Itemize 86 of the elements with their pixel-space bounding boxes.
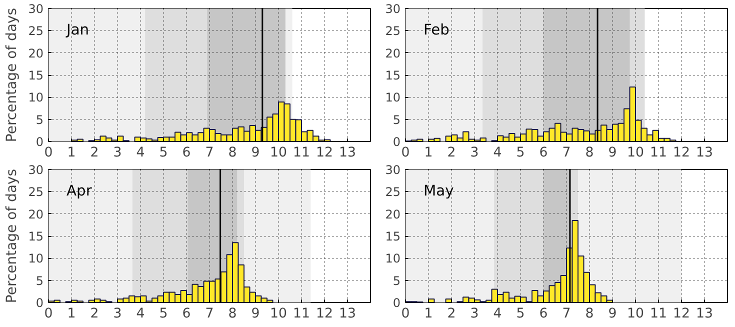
- y-tick-label: 20: [385, 207, 401, 222]
- x-tick-label: 8: [228, 306, 237, 322]
- y-axis-title: Percentage of days: [4, 8, 20, 142]
- x-tick-label: 4: [493, 306, 502, 322]
- text: Feb: [424, 22, 450, 38]
- x-tick-label: 12: [316, 146, 333, 160]
- x-tick-label: 2: [90, 306, 99, 322]
- x-tick-label: 11: [650, 146, 667, 160]
- x-tick-label: 3: [113, 146, 122, 160]
- x-tick-label: 13: [696, 146, 713, 160]
- x-tick-label: 5: [159, 146, 168, 160]
- x-tick-label: 4: [136, 146, 145, 160]
- x-tick-label: 12: [673, 146, 690, 160]
- x-tick-label: 5: [159, 306, 168, 322]
- text: May: [424, 182, 454, 200]
- x-tick-label: 9: [251, 146, 260, 160]
- text: Jan: [66, 22, 90, 38]
- x-tick-label: 11: [293, 306, 310, 322]
- x-tick-label: 5: [516, 146, 525, 160]
- y-tick-label: 25: [385, 24, 401, 38]
- x-tick-label: 1: [67, 146, 76, 160]
- y-tick-label: 15: [385, 68, 401, 82]
- x-tick-label: 11: [293, 146, 310, 160]
- x-tick-label: 2: [447, 306, 456, 322]
- y-tick-label: 15: [28, 230, 44, 244]
- y-tick-label: 25: [28, 185, 44, 200]
- x-tick-label: 8: [585, 306, 594, 322]
- x-tick-label: 8: [585, 146, 594, 160]
- x-tick-label: 13: [696, 306, 713, 322]
- y-tick-label: 10: [28, 90, 44, 105]
- x-tick-label: 6: [539, 146, 548, 160]
- x-tick-label: 6: [182, 306, 191, 322]
- x-tick-label: 6: [539, 306, 548, 322]
- text: Apr: [66, 182, 93, 200]
- x-tick-label: 5: [516, 306, 525, 322]
- x-tick-label: 1: [424, 146, 433, 160]
- x-tick-label: 6: [182, 146, 191, 160]
- x-tick-label: 11: [650, 306, 667, 322]
- x-tick-label: 4: [136, 306, 145, 322]
- x-tick-label: 9: [251, 306, 260, 322]
- y-tick-label: 20: [28, 46, 44, 60]
- y-tick-label: 20: [28, 207, 44, 222]
- y-tick-label: 20: [385, 46, 401, 60]
- y-tick-label: 10: [28, 252, 44, 266]
- y-tick-label: 30: [28, 163, 44, 177]
- x-tick-label: 7: [205, 146, 214, 160]
- y-tick-label: 10: [385, 252, 401, 266]
- y-axis-title: Percentage of days: [4, 168, 20, 304]
- x-tick-label: 10: [627, 306, 644, 322]
- x-tick-label: 10: [270, 306, 287, 322]
- y-tick-label: 5: [36, 274, 44, 288]
- x-tick-label: 7: [205, 306, 214, 322]
- x-tick-label: 3: [470, 146, 479, 160]
- y-tick-label: 0: [392, 296, 401, 310]
- x-tick-label: 1: [67, 306, 76, 322]
- x-tick-label: 13: [339, 146, 356, 160]
- y-tick-label: 30: [385, 163, 401, 177]
- x-tick-label: 9: [608, 146, 617, 160]
- y-tick-label: 30: [28, 2, 44, 16]
- y-tick-label: 5: [392, 112, 401, 127]
- x-tick-label: 12: [316, 306, 333, 322]
- y-tick-label: 5: [36, 112, 44, 127]
- x-tick-label: 9: [608, 306, 617, 322]
- x-tick-label: 7: [562, 306, 571, 322]
- x-tick-label: 10: [627, 146, 644, 160]
- x-tick-label: 12: [673, 306, 690, 322]
- y-tick-label: 10: [385, 90, 401, 105]
- y-tick-label: 0: [36, 135, 44, 149]
- x-tick-label: 13: [339, 306, 356, 322]
- y-tick-label: 5: [392, 274, 401, 288]
- y-tick-label: 0: [36, 296, 44, 310]
- x-tick-label: 2: [447, 146, 456, 160]
- y-tick-label: 25: [28, 24, 44, 38]
- x-tick-label: 7: [562, 146, 571, 160]
- y-tick-label: 15: [385, 230, 401, 244]
- y-tick-label: 0: [392, 135, 401, 149]
- x-tick-label: 1: [424, 306, 433, 322]
- x-tick-label: 10: [270, 146, 287, 160]
- x-tick-label: 4: [493, 146, 502, 160]
- y-tick-label: 25: [385, 185, 401, 200]
- x-tick-label: 3: [113, 306, 122, 322]
- y-tick-label: 30: [385, 2, 401, 16]
- y-tick-label: 15: [28, 68, 44, 82]
- x-tick-label: 3: [470, 306, 479, 322]
- x-tick-label: 2: [90, 146, 99, 160]
- x-tick-label: 8: [228, 146, 237, 160]
